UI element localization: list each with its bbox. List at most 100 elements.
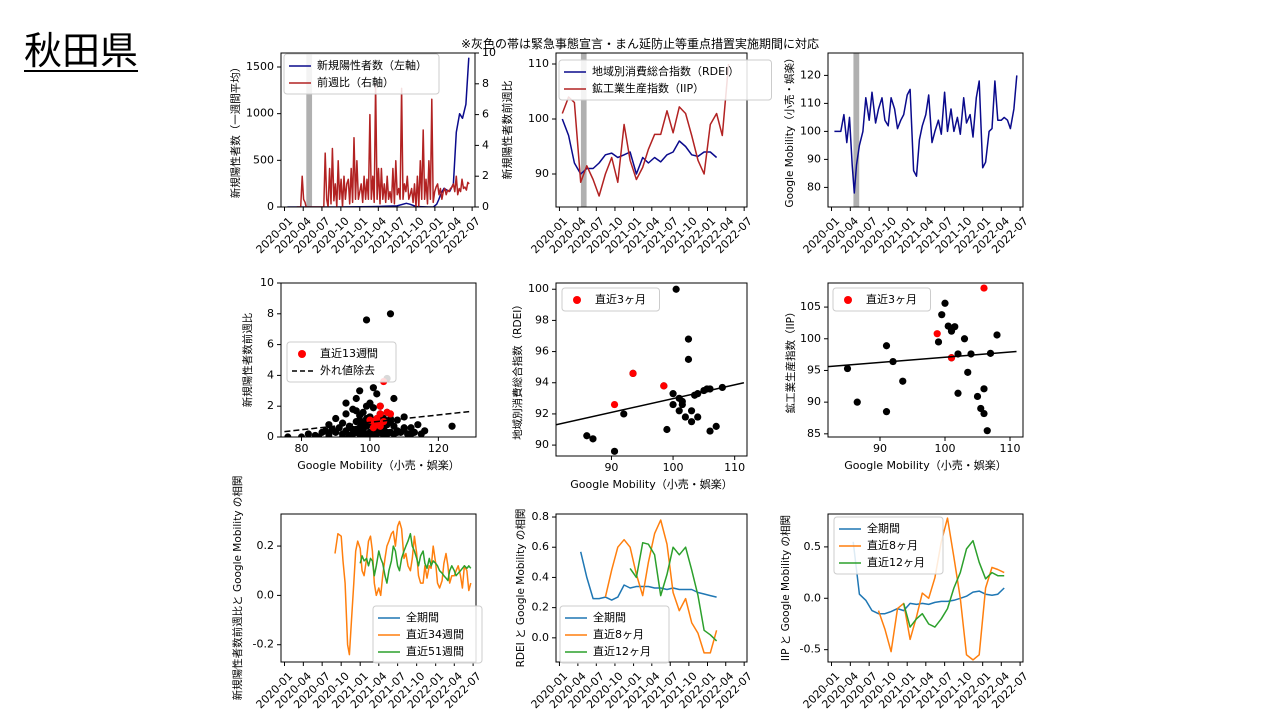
y-axis-tick-label: 90 xyxy=(535,167,549,180)
y-axis-tick-label: 0.8 xyxy=(532,510,550,523)
y-axis-tick-label: 110 xyxy=(800,96,821,109)
y-axis-tick-label: 95 xyxy=(807,363,821,376)
x-tick-label: 80 xyxy=(295,442,309,455)
scatter-point xyxy=(684,335,693,343)
scatter-point xyxy=(407,430,415,437)
recent-point xyxy=(980,284,988,292)
y-axis-tick-label: 0.6 xyxy=(532,540,550,553)
scatter-point xyxy=(369,404,377,412)
legend-label: 全期間 xyxy=(593,610,626,624)
y-axis-tick-label: 80 xyxy=(807,180,821,193)
scatter-point xyxy=(373,390,381,398)
y-axis-tick-label: 105 xyxy=(800,300,821,313)
y-axis-tick-label: 90 xyxy=(807,152,821,165)
x-tick-label: 110 xyxy=(724,461,745,474)
scatter-point xyxy=(284,433,292,437)
legend-label: 前週比（右軸） xyxy=(317,75,394,89)
scatter-point xyxy=(352,407,360,415)
y-axis-tick-label: 120 xyxy=(800,68,821,81)
y-axis-tick-label: 92 xyxy=(535,407,549,420)
scatter-point xyxy=(706,427,714,435)
legend-label: 全期間 xyxy=(867,521,900,535)
legend-label: 直近8ヶ月 xyxy=(593,627,644,641)
plot-frame xyxy=(827,282,1024,438)
y-label: RDEI と Google Mobility の相関 xyxy=(514,509,527,668)
scatter-point xyxy=(390,394,398,403)
emergency-band xyxy=(853,53,860,207)
y-axis-tick-label: 1000 xyxy=(246,107,274,120)
page-title: 秋田県 xyxy=(24,29,139,73)
scatter-point xyxy=(675,407,683,415)
legend-label: 直近3ヶ月 xyxy=(595,292,646,306)
scatter-point xyxy=(338,433,347,437)
legend: 直近3ヶ月 xyxy=(832,287,931,312)
y-label: 新規陽性者数（一週間平均） xyxy=(229,62,242,199)
scatter-point xyxy=(325,433,333,437)
legend-box xyxy=(283,53,440,95)
legend-label: 全期間 xyxy=(406,610,439,624)
scatter-point xyxy=(980,385,988,393)
panel-p4: 0 2 4 6 8 10 80 100 120 Google Mobility（小売・娯楽） 新規陽… xyxy=(241,276,477,472)
scatter-point xyxy=(983,427,991,435)
x-label: Google Mobility（小売・娯楽） xyxy=(297,458,459,472)
scatter-point xyxy=(899,377,907,385)
y-axis-tick-label: -0.5 xyxy=(800,643,821,656)
y-axis-tick-label: 0.4 xyxy=(532,570,550,583)
y-axis-tick-label: 90 xyxy=(535,438,549,451)
legend-label: 直近51週間 xyxy=(406,644,464,658)
scatter-point xyxy=(345,424,354,432)
series-line xyxy=(296,83,470,207)
y-axis-tick-label: 500 xyxy=(253,153,274,166)
x-tick-label: 100 xyxy=(935,442,956,455)
scatter-point xyxy=(304,430,312,437)
legend-marker xyxy=(298,350,306,358)
scatter-point xyxy=(938,311,946,319)
legend-box xyxy=(372,605,483,664)
scatter-point xyxy=(882,342,891,350)
recent-point xyxy=(376,410,384,418)
y-label: 新規陽性者数前週比と Google Mobility の相関 xyxy=(231,476,244,701)
y-axis-tick-label: -0.2 xyxy=(253,638,274,651)
plot-frame xyxy=(555,282,748,457)
legend-label: 外れ値除去 xyxy=(320,363,375,377)
x-tick-label: 100 xyxy=(359,442,380,455)
series-line xyxy=(902,539,1005,628)
scatter-point xyxy=(583,432,591,440)
y-axis-tick-label: 0.0 xyxy=(532,631,550,644)
y-axis-tick-label: 85 xyxy=(807,427,821,440)
panel-p7: -0.20.00.22020-012020-042020-072020-1020… xyxy=(231,476,484,712)
panel-p8: 0.00.20.40.60.82020-012020-042020-072020… xyxy=(514,509,755,712)
series-line xyxy=(359,532,472,584)
panel-p6: 85 90 95 100 105 90 100 110 Google Mobility（小売・娯… xyxy=(784,282,1024,472)
scatter-point xyxy=(362,316,371,324)
fit-line xyxy=(284,410,470,433)
y-axis-tick-label: 6 xyxy=(267,338,274,351)
series-line xyxy=(579,551,717,601)
legend: 新規陽性者数（左軸） 前週比（右軸） xyxy=(283,53,440,95)
scatter-point xyxy=(356,387,364,395)
scatter-point xyxy=(951,323,959,331)
scatter-point xyxy=(414,421,422,429)
scatter-point xyxy=(684,355,693,363)
plot-frame xyxy=(280,282,477,438)
y2-label: 新規陽性者数前週比 xyxy=(500,81,514,180)
scatter-point xyxy=(342,399,350,407)
recent-point xyxy=(610,400,619,409)
scatter-point xyxy=(359,422,367,430)
legend-box xyxy=(833,516,944,575)
y-axis-tick-label: 100 xyxy=(800,332,821,345)
y-axis-tick-label: 8 xyxy=(267,307,274,320)
scatter-point xyxy=(610,447,619,455)
scatter-point xyxy=(973,392,982,401)
fit-line xyxy=(828,350,1017,368)
scatter-point xyxy=(386,310,395,318)
scatter-point xyxy=(954,389,962,397)
legend-box xyxy=(286,341,397,383)
y-label: 新規陽性者数前週比 xyxy=(241,313,254,408)
y2-axis-tick-label: 0 xyxy=(482,200,489,213)
recent-point xyxy=(947,354,956,362)
x-tick-label: 100 xyxy=(663,461,684,474)
